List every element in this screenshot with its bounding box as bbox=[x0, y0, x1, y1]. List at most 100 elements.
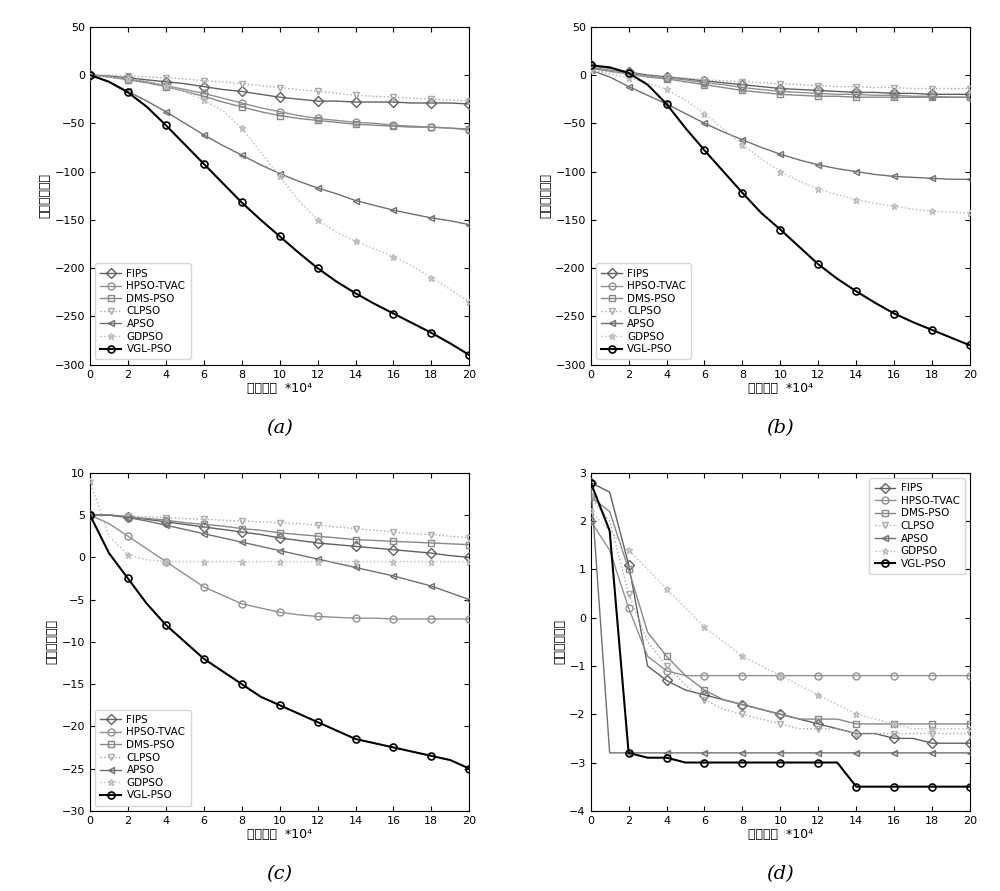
VGL-PSO bbox=[312, 716, 324, 727]
VGL-PSO bbox=[604, 526, 616, 536]
FIPS bbox=[888, 733, 900, 744]
FIPS bbox=[425, 98, 437, 109]
DMS-PSO bbox=[642, 627, 654, 638]
Line: APSO: APSO bbox=[87, 511, 473, 603]
Line: DMS-PSO: DMS-PSO bbox=[87, 71, 473, 133]
CLPSO bbox=[179, 74, 191, 85]
Line: APSO: APSO bbox=[587, 479, 973, 756]
GDPSO bbox=[274, 171, 286, 182]
FIPS bbox=[755, 704, 767, 715]
HPSO-TVAC bbox=[293, 609, 305, 620]
HPSO-TVAC bbox=[425, 122, 437, 133]
VGL-PSO bbox=[463, 349, 475, 360]
GDPSO bbox=[604, 69, 616, 79]
FIPS bbox=[850, 728, 862, 739]
GDPSO bbox=[198, 556, 210, 567]
CLPSO bbox=[368, 525, 380, 535]
HPSO-TVAC bbox=[850, 670, 862, 681]
FIPS bbox=[387, 97, 399, 108]
VGL-PSO bbox=[774, 757, 786, 768]
GDPSO bbox=[84, 69, 96, 80]
DMS-PSO bbox=[198, 519, 210, 530]
GDPSO bbox=[160, 80, 172, 91]
DMS-PSO bbox=[141, 78, 153, 88]
DMS-PSO bbox=[755, 704, 767, 715]
HPSO-TVAC bbox=[945, 92, 957, 102]
HPSO-TVAC bbox=[755, 84, 767, 94]
APSO bbox=[680, 109, 692, 119]
CLPSO bbox=[755, 78, 767, 88]
CLPSO bbox=[623, 588, 635, 599]
APSO bbox=[888, 171, 900, 182]
CLPSO bbox=[793, 79, 805, 90]
APSO bbox=[680, 748, 692, 758]
FIPS bbox=[926, 738, 938, 748]
FIPS bbox=[604, 486, 616, 497]
CLPSO bbox=[274, 82, 286, 93]
DMS-PSO bbox=[888, 718, 900, 729]
DMS-PSO bbox=[463, 539, 475, 550]
DMS-PSO bbox=[387, 536, 399, 547]
CLPSO bbox=[255, 80, 267, 91]
FIPS bbox=[444, 98, 456, 109]
GDPSO bbox=[774, 670, 786, 681]
FIPS bbox=[698, 76, 710, 86]
DMS-PSO bbox=[179, 86, 191, 97]
APSO bbox=[160, 519, 172, 530]
FIPS bbox=[888, 88, 900, 99]
CLPSO bbox=[160, 72, 172, 83]
FIPS bbox=[661, 71, 673, 82]
HPSO-TVAC bbox=[604, 65, 616, 76]
GDPSO bbox=[368, 556, 380, 567]
VGL-PSO bbox=[350, 288, 362, 298]
HPSO-TVAC bbox=[793, 87, 805, 98]
DMS-PSO bbox=[755, 87, 767, 98]
CLPSO bbox=[312, 519, 324, 530]
X-axis label: 迭代次数  *10⁴: 迭代次数 *10⁴ bbox=[748, 829, 813, 841]
CLPSO bbox=[623, 69, 635, 79]
FIPS bbox=[755, 81, 767, 92]
VGL-PSO bbox=[179, 139, 191, 150]
CLPSO bbox=[122, 70, 134, 81]
FIPS bbox=[368, 97, 380, 108]
APSO bbox=[793, 155, 805, 166]
VGL-PSO bbox=[331, 725, 343, 736]
DMS-PSO bbox=[926, 718, 938, 729]
HPSO-TVAC bbox=[604, 544, 616, 555]
APSO bbox=[736, 748, 748, 758]
APSO bbox=[387, 570, 399, 581]
VGL-PSO bbox=[331, 276, 343, 287]
FIPS bbox=[312, 537, 324, 548]
HPSO-TVAC bbox=[274, 106, 286, 117]
APSO bbox=[717, 748, 729, 758]
CLPSO bbox=[141, 71, 153, 82]
Line: DMS-PSO: DMS-PSO bbox=[587, 65, 973, 101]
GDPSO bbox=[945, 723, 957, 734]
VGL-PSO bbox=[444, 755, 456, 765]
GDPSO bbox=[680, 94, 692, 105]
VGL-PSO bbox=[907, 317, 919, 328]
DMS-PSO bbox=[350, 535, 362, 545]
APSO bbox=[312, 183, 324, 193]
Text: (d): (d) bbox=[766, 865, 794, 883]
VGL-PSO bbox=[255, 215, 267, 225]
APSO bbox=[293, 550, 305, 560]
APSO bbox=[831, 748, 843, 758]
VGL-PSO bbox=[368, 298, 380, 309]
APSO bbox=[444, 587, 456, 598]
VGL-PSO bbox=[869, 781, 881, 792]
APSO bbox=[661, 748, 673, 758]
APSO bbox=[160, 106, 172, 117]
APSO bbox=[850, 748, 862, 758]
Line: FIPS: FIPS bbox=[587, 479, 973, 747]
VGL-PSO bbox=[831, 757, 843, 768]
DMS-PSO bbox=[122, 511, 134, 522]
GDPSO bbox=[812, 184, 824, 194]
VGL-PSO bbox=[755, 757, 767, 768]
HPSO-TVAC bbox=[463, 125, 475, 135]
FIPS bbox=[463, 99, 475, 110]
APSO bbox=[350, 195, 362, 206]
DMS-PSO bbox=[717, 694, 729, 705]
CLPSO bbox=[84, 510, 96, 520]
GDPSO bbox=[312, 556, 324, 567]
